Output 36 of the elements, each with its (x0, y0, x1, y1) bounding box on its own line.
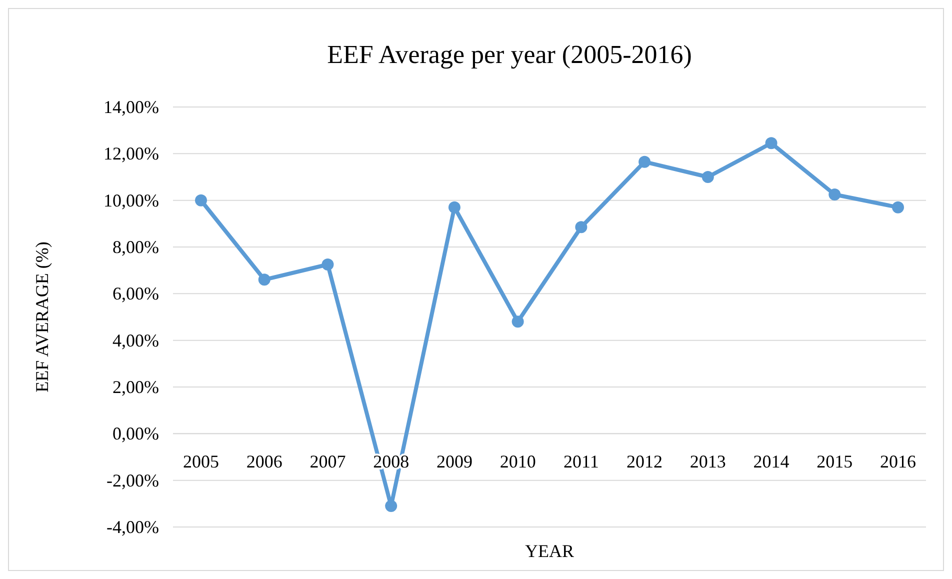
point (258, 274, 270, 286)
y-tick-label: 10,00% (104, 190, 159, 210)
x-tick-label: 2012 (626, 452, 663, 472)
x-axis-title: YEAR (525, 541, 574, 561)
y-tick-label: -2,00% (106, 470, 159, 490)
x-tick-label: 2010 (500, 452, 536, 472)
x-tick-label: 2013 (690, 452, 726, 472)
x-tick-label: 2007 (310, 452, 346, 472)
point (195, 194, 207, 206)
y-tick-label: 2,00% (112, 377, 159, 397)
point (828, 188, 841, 200)
point (702, 171, 714, 183)
point (765, 137, 778, 150)
point (322, 258, 334, 270)
x-tick-label: 2005 (183, 452, 219, 472)
y-tick-label: 12,00% (104, 144, 159, 164)
point (892, 201, 904, 214)
y-tick-label: 6,00% (112, 284, 159, 304)
chart-title: EEF Average per year (2005-2016) (327, 40, 692, 69)
y-axis-title: EEF AVERAGE (%) (32, 242, 52, 392)
x-tick-label: 2006 (246, 452, 282, 472)
x-tick-label: 2016 (880, 452, 916, 472)
point (512, 316, 524, 328)
point (448, 201, 460, 214)
x-tick-label: 2009 (436, 452, 472, 472)
y-tick-label: -4,00% (106, 517, 159, 537)
point (575, 221, 588, 234)
y-tick-label: 0,00% (112, 424, 159, 444)
x-tick-label: 2011 (564, 452, 599, 472)
y-tick-label: 14,00% (104, 97, 159, 117)
point (638, 156, 651, 168)
point (385, 500, 398, 512)
y-tick-label: 4,00% (112, 330, 159, 350)
x-tick-label: 2014 (753, 452, 790, 472)
y-tick-label: 8,00% (112, 237, 159, 257)
x-tick-label: 2015 (816, 452, 853, 472)
